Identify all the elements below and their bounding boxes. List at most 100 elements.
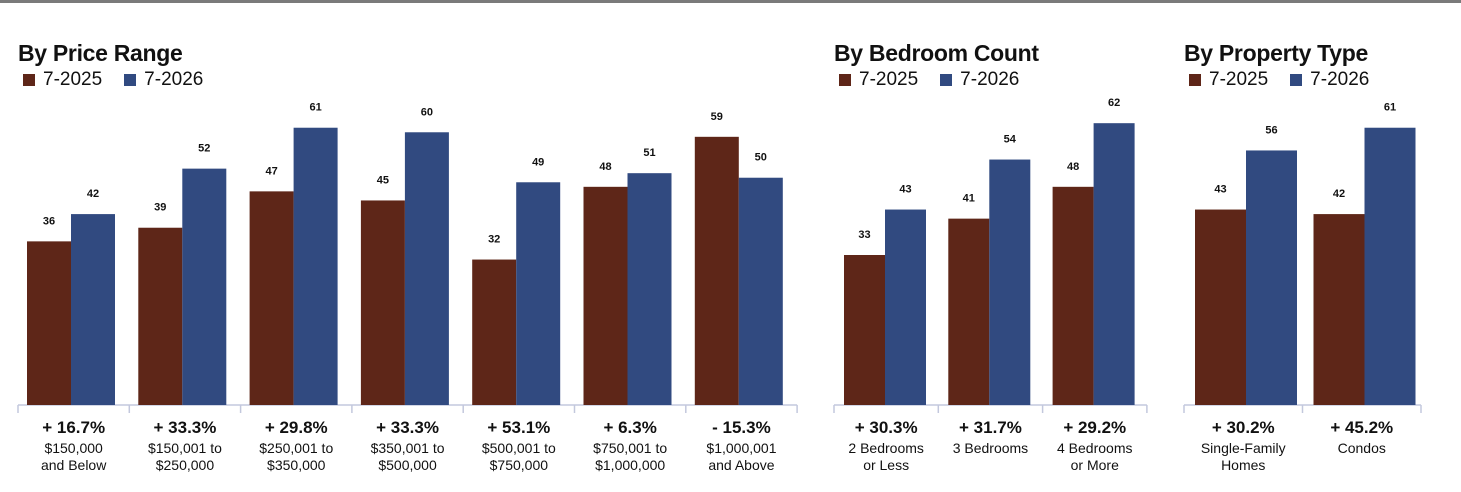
bar-7-2026 — [71, 214, 115, 405]
data-label: 43 — [1214, 184, 1226, 196]
legend-label-2026: 7-2026 — [960, 69, 1020, 90]
bar-7-2025 — [1313, 214, 1365, 405]
category-label: $350,001 to — [371, 440, 445, 456]
data-label: 45 — [377, 174, 389, 186]
data-label: 61 — [309, 102, 321, 114]
category-label: $350,000 — [267, 457, 326, 473]
legend-swatch-2025 — [1189, 74, 1201, 86]
category-label: and Above — [708, 457, 774, 473]
category-label: Homes — [1221, 457, 1265, 473]
data-label: 54 — [1004, 134, 1017, 146]
bar-7-2025 — [138, 227, 183, 405]
top-rule — [0, 0, 1461, 3]
change-label: + 16.7% — [42, 418, 105, 437]
category-label: or Less — [863, 457, 909, 473]
panel-title: By Bedroom Count — [834, 40, 1039, 66]
bar-7-2026 — [516, 182, 561, 405]
data-label: 62 — [1108, 97, 1120, 109]
bar-7-2025 — [1195, 209, 1246, 405]
panel-title: By Property Type — [1184, 40, 1368, 66]
change-label: + 29.8% — [265, 418, 328, 437]
bar-7-2025 — [249, 191, 294, 405]
legend: 7-2025 7-2026 — [839, 69, 1041, 91]
category-label: $750,001 to — [593, 440, 667, 456]
change-label: + 31.7% — [959, 418, 1022, 437]
legend: 7-2025 7-2026 — [1189, 69, 1391, 91]
change-label: + 30.3% — [855, 418, 918, 437]
legend-swatch-2026 — [1290, 74, 1303, 86]
legend-item-2025: 7-2025 — [839, 69, 918, 91]
legend-item-2026: 7-2026 — [940, 69, 1019, 91]
bar-7-2025 — [360, 200, 405, 405]
category-label: $750,000 — [490, 457, 549, 473]
bar-7-2026 — [885, 209, 926, 405]
change-label: + 29.2% — [1063, 418, 1126, 437]
data-label: 50 — [755, 152, 767, 164]
legend-item-2025: 7-2025 — [23, 69, 102, 91]
legend-label-2025: 7-2025 — [859, 69, 919, 90]
category-label: and Below — [41, 457, 107, 473]
data-label: 52 — [198, 143, 210, 155]
bar-7-2026 — [1093, 123, 1135, 405]
change-label: + 53.1% — [487, 418, 550, 437]
category-label: $500,000 — [378, 457, 437, 473]
bar-7-2026 — [627, 173, 672, 405]
legend: 7-2025 7-2026 — [23, 69, 225, 91]
legend-item-2026: 7-2026 — [1290, 69, 1369, 91]
price-range-panel: By Price Range 7-2025 7-2026 36 42 + 16.7%… — [17, 0, 808, 492]
legend-swatch-2026 — [124, 74, 137, 86]
data-label: 42 — [87, 188, 99, 200]
category-label: 3 Bedrooms — [953, 440, 1028, 456]
legend-item-2025: 7-2025 — [1189, 69, 1268, 91]
panel-title: By Price Range — [18, 40, 183, 66]
data-label: 51 — [643, 147, 655, 159]
bar-7-2025 — [1052, 186, 1094, 405]
bar-7-2026 — [1246, 150, 1297, 405]
category-label: Single-Family — [1201, 440, 1286, 456]
category-label: 2 Bedrooms — [848, 440, 923, 456]
category-label: Condos — [1338, 440, 1386, 456]
category-label: $250,000 — [156, 457, 215, 473]
bar-7-2025 — [583, 186, 628, 405]
bar-7-2026 — [293, 127, 338, 406]
change-label: + 33.3% — [154, 418, 217, 437]
legend-swatch-2025 — [839, 74, 851, 86]
category-label: $250,001 to — [259, 440, 333, 456]
bar-7-2025 — [472, 259, 517, 405]
legend-item-2026: 7-2026 — [124, 69, 203, 91]
data-label: 48 — [1067, 161, 1079, 173]
bar-7-2025 — [694, 136, 739, 405]
change-label: + 30.2% — [1212, 418, 1275, 437]
change-label: + 33.3% — [376, 418, 439, 437]
category-label: 4 Bedrooms — [1057, 440, 1132, 456]
data-label: 42 — [1333, 188, 1345, 200]
property-type-panel: By Property Type 7-2025 7-2026 43 56 + 30.… — [1183, 0, 1444, 492]
bar-7-2025 — [844, 255, 885, 405]
legend-swatch-2025 — [23, 74, 35, 86]
legend-label-2026: 7-2026 — [144, 69, 204, 90]
data-label: 39 — [154, 202, 166, 214]
category-label: $150,000 — [44, 440, 103, 456]
bar-7-2026 — [1364, 127, 1416, 406]
change-label: - 15.3% — [712, 418, 771, 437]
category-label: $500,001 to — [482, 440, 556, 456]
legend-label-2025: 7-2025 — [43, 69, 103, 90]
category-label: $150,001 to — [148, 440, 222, 456]
data-label: 43 — [899, 184, 911, 196]
data-label: 59 — [711, 111, 723, 123]
category-label: or More — [1071, 457, 1119, 473]
data-label: 33 — [858, 229, 870, 241]
legend-label-2026: 7-2026 — [1310, 69, 1370, 90]
data-label: 36 — [43, 215, 55, 227]
bar-7-2025 — [27, 241, 71, 405]
data-label: 56 — [1265, 124, 1277, 136]
bar-7-2026 — [404, 132, 449, 406]
legend-swatch-2026 — [940, 74, 953, 86]
data-label: 49 — [532, 156, 544, 168]
category-label: $1,000,000 — [595, 457, 665, 473]
legend-label-2025: 7-2025 — [1209, 69, 1269, 90]
category-label: $1,000,001 — [706, 440, 776, 456]
data-label: 48 — [599, 161, 611, 173]
